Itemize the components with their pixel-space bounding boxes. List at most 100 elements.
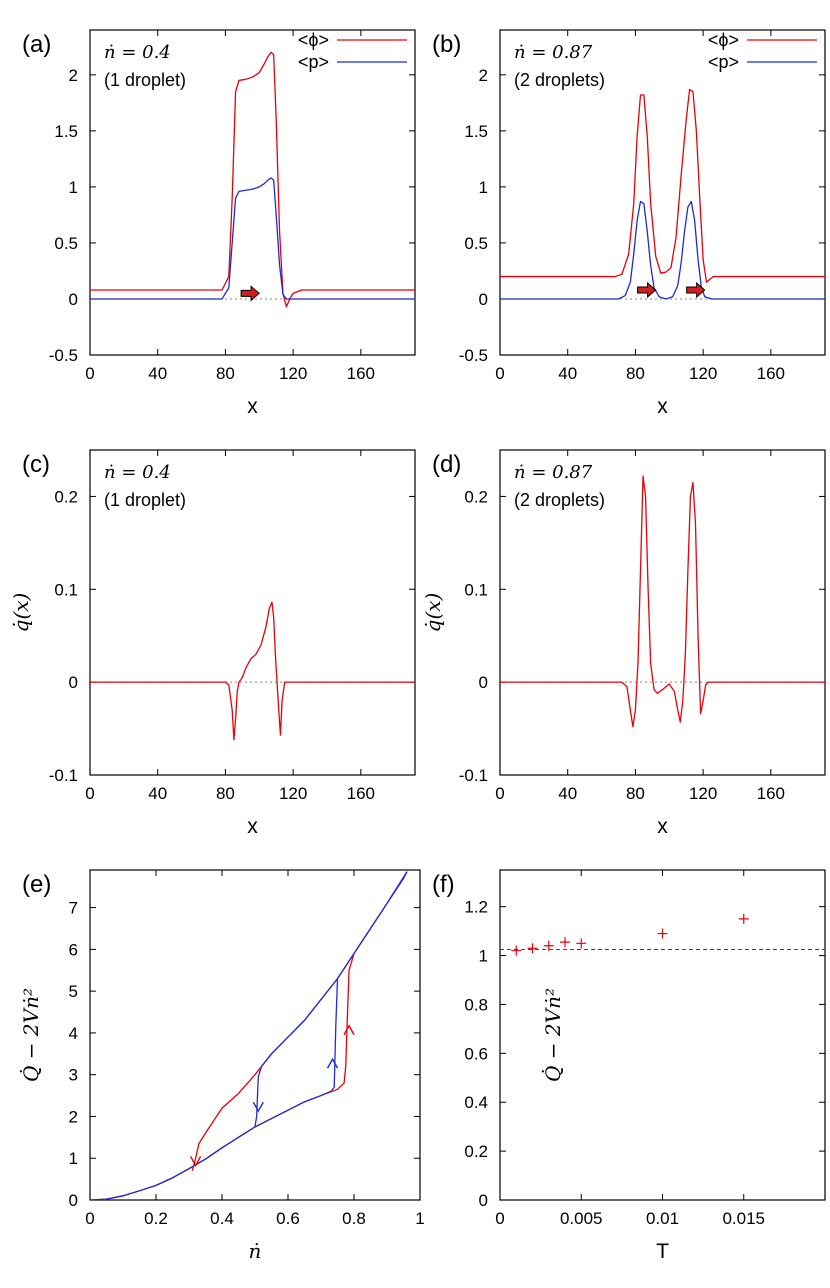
x-tick-label: 80 [216,784,235,803]
y-tick-label: 0.1 [464,580,488,599]
plot-frame [89,449,416,776]
panel-e: 0 0.2 0.4 0.6 0.8 1 0 1 2 3 4 5 6 7 ṅ Q̇ − 2Vṅ² (e) [19,869,425,1263]
x-tick-label: 0.01 [646,1209,679,1228]
y-axis-label: Q̇ − 2Vṅ² [19,988,43,1082]
x-axis-label: x [247,395,258,418]
series-line-red [500,88,825,283]
y-tick-label: 0 [69,1191,78,1210]
y-tick-label: -0.1 [459,766,488,785]
y-tick-label: -0.5 [49,346,78,365]
panel-label: (d) [432,451,461,478]
x-tick-label: 0.005 [560,1209,603,1228]
y-tick-label: 1.2 [464,898,488,917]
panel-label: (f) [432,871,455,898]
panel-label: (c) [22,451,50,478]
x-tick-label: 160 [347,784,375,803]
y-tick-label: 0.4 [464,1093,488,1112]
y-tick-label: 4 [69,1024,78,1043]
x-tick-label: 40 [558,784,577,803]
x-tick-label: 120 [689,784,717,803]
data-point [543,940,554,951]
x-tick-label: 0.015 [722,1209,765,1228]
y-tick-label: 0 [69,290,78,309]
y-axis-label: q̇(x) [421,593,445,633]
direction-arrow-icon [686,281,706,299]
series-line-blue [90,177,415,300]
series-line-blue [500,200,825,300]
x-axis-label: x [657,395,668,418]
x-tick-label: 0.6 [276,1209,300,1228]
y-tick-label: 1 [69,1149,78,1168]
x-tick-label: 0.8 [342,1209,366,1228]
x-axis-label: x [657,815,668,838]
arrow-down-icon [189,1156,202,1167]
x-tick-label: 40 [148,364,167,383]
y-tick-label: 1.5 [54,122,78,141]
y-axis-label: q̇(x) [9,593,33,633]
y-tick-label: 1 [479,178,488,197]
series-line-red [500,475,825,728]
panel-a: 0 40 80 120 160 -0.5 0 0.5 1 1.5 2 x (a) ṅ = 0.4 (1 dr… [22,29,416,418]
x-tick-label: 0.4 [210,1209,234,1228]
legend-label: <ϕ> [298,30,329,50]
x-tick-label: 1 [415,1209,424,1228]
x-tick-label: 40 [558,364,577,383]
y-tick-label: 2 [69,66,78,85]
direction-arrow-icon [637,281,657,299]
x-tick-label: 0 [495,1209,504,1228]
y-tick-label: 3 [69,1066,78,1085]
series-line-red [90,51,415,308]
x-tick-label: 0 [85,1209,94,1228]
x-axis-label: x [247,815,258,838]
data-point [511,945,522,956]
annotation-droplets: (2 droplets) [514,70,605,90]
y-tick-label: 5 [69,982,78,1001]
legend-label: <p> [708,52,739,72]
y-tick-label: 0.8 [464,995,488,1014]
y-tick-label: -0.5 [459,346,488,365]
x-tick-label: 120 [279,784,307,803]
x-axis-label: ṅ [249,1239,262,1263]
panel-label: (b) [432,31,461,58]
direction-arrow-icon [240,285,260,302]
y-tick-label: 2 [479,66,488,85]
annotation-droplets: (2 droplets) [514,490,605,510]
annotation-rate: ṅ = 0.4 [104,42,171,63]
panel-f: 0 0.005 0.01 0.015 0 0.2 0.4 0.6 0.8 1 1.2 T Q̇ − 2V… [432,869,826,1263]
data-point [657,928,668,939]
y-tick-label: 0 [479,673,488,692]
legend-label: <p> [298,52,329,72]
plot-frame [89,869,421,1201]
x-tick-label: 80 [626,364,645,383]
series-line-red [90,601,415,741]
data-point [527,943,538,954]
y-tick-label: 1 [69,178,78,197]
x-tick-label: 0 [495,364,504,383]
legend-label: <ϕ> [708,30,739,50]
annotation-rate: ṅ = 0.4 [104,462,171,483]
x-tick-label: 80 [216,364,235,383]
x-tick-label: 0 [495,784,504,803]
y-tick-label: -0.1 [49,766,78,785]
arrow-up-icon [343,1024,355,1036]
y-tick-label: 0.1 [54,580,78,599]
y-tick-label: 0.5 [54,234,78,253]
y-tick-label: 0.5 [464,234,488,253]
panel-c: 0 40 80 120 160 -0.1 0 0.1 0.2 x q̇(x) (c) ṅ = 0.4 (1… [9,449,416,838]
x-tick-label: 120 [279,364,307,383]
plot-frame [499,29,826,356]
data-point [738,913,749,924]
panel-label: (a) [22,31,51,58]
x-tick-label: 0 [85,784,94,803]
series-line-red [90,871,408,1200]
data-point [560,937,570,948]
y-tick-label: 1 [479,947,488,966]
annotation-droplets: (1 droplet) [104,490,186,510]
y-tick-label: 7 [69,899,78,918]
y-tick-label: 0 [479,1191,488,1210]
x-tick-label: 0.2 [144,1209,168,1228]
x-tick-label: 160 [347,364,375,383]
annotation-rate: ṅ = 0.87 [514,462,593,483]
y-tick-label: 0.2 [464,1142,488,1161]
